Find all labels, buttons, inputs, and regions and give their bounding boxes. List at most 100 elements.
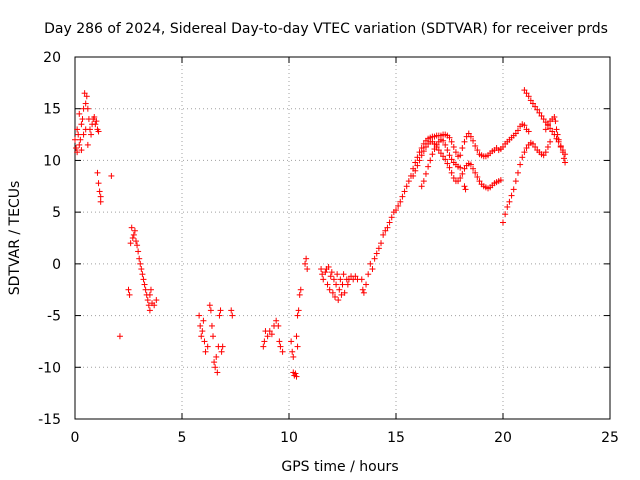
- data-point: [393, 207, 399, 214]
- data-point: [422, 170, 429, 177]
- data-point: [330, 276, 337, 283]
- data-point: [266, 328, 273, 335]
- data-point: [412, 159, 419, 166]
- data-point: [450, 143, 457, 150]
- data-point: [380, 231, 387, 238]
- data-point: [410, 172, 417, 179]
- data-point: [446, 164, 453, 171]
- data-point: [320, 276, 327, 283]
- data-point: [549, 128, 556, 135]
- data-point: [292, 370, 299, 377]
- data-point: [416, 149, 423, 156]
- data-point: [418, 145, 425, 152]
- data-point: [326, 286, 333, 293]
- data-point: [540, 152, 547, 159]
- data-point: [446, 152, 453, 159]
- data-point: [472, 142, 479, 149]
- data-point: [461, 165, 468, 172]
- data-point: [431, 146, 438, 153]
- data-point: [384, 224, 391, 231]
- data-point: [457, 175, 464, 182]
- data-point: [97, 198, 104, 205]
- data-point: [88, 131, 95, 138]
- data-point: [457, 164, 464, 171]
- data-point: [340, 271, 347, 278]
- data-point: [517, 161, 524, 168]
- data-point: [288, 338, 295, 345]
- data-series: [72, 87, 569, 380]
- data-point: [297, 286, 304, 293]
- data-point: [206, 302, 213, 309]
- y-tick-label: -10: [38, 360, 61, 376]
- data-point: [519, 154, 526, 161]
- x-tick-label: 20: [494, 430, 512, 446]
- data-point: [557, 143, 564, 150]
- data-point: [352, 273, 359, 280]
- data-point: [405, 178, 412, 185]
- data-point: [116, 333, 123, 340]
- data-point: [440, 137, 447, 144]
- data-point: [532, 103, 539, 110]
- data-point: [153, 297, 160, 304]
- data-point: [204, 343, 211, 350]
- data-point: [275, 322, 282, 329]
- x-axis: 0 5 10 15 20 25: [71, 57, 619, 446]
- data-point: [264, 333, 271, 340]
- x-axis-label: GPS time / hours: [281, 459, 398, 475]
- data-point: [551, 113, 558, 120]
- data-point: [134, 242, 141, 249]
- data-point: [514, 169, 521, 176]
- data-point: [553, 126, 560, 133]
- data-point: [95, 128, 102, 135]
- data-point: [130, 231, 137, 238]
- data-point: [97, 193, 104, 200]
- data-point: [142, 286, 149, 293]
- data-point: [521, 149, 528, 156]
- data-point: [80, 131, 87, 138]
- data-point: [450, 175, 457, 182]
- data-point: [457, 152, 464, 159]
- data-point: [542, 149, 549, 156]
- data-point: [261, 338, 268, 345]
- data-point: [399, 193, 406, 200]
- y-axis: -15 -10 -5 0 5 10 15 20: [38, 50, 610, 428]
- grid: [75, 57, 610, 419]
- data-point: [127, 240, 134, 247]
- data-point: [429, 151, 436, 158]
- data-point: [329, 289, 336, 296]
- data-point: [74, 126, 81, 133]
- data-point: [318, 266, 325, 273]
- data-point: [534, 106, 541, 113]
- data-point: [378, 240, 385, 247]
- data-point: [327, 273, 334, 280]
- data-point: [555, 136, 562, 143]
- data-point: [293, 333, 300, 340]
- data-point: [213, 353, 220, 360]
- data-point: [525, 128, 532, 135]
- data-point: [442, 141, 449, 148]
- data-point: [126, 291, 133, 298]
- data-point: [140, 276, 147, 283]
- data-point: [397, 198, 404, 205]
- data-point: [212, 364, 219, 371]
- data-point: [444, 160, 451, 167]
- data-point: [75, 131, 82, 138]
- data-point: [91, 113, 98, 120]
- data-point: [552, 118, 559, 125]
- data-point: [412, 167, 419, 174]
- data-point: [93, 118, 100, 125]
- data-point: [296, 291, 303, 298]
- data-point: [435, 147, 442, 154]
- data-point: [303, 255, 310, 262]
- data-point: [440, 153, 447, 160]
- data-point: [197, 322, 204, 329]
- data-point: [73, 145, 80, 152]
- x-tick-label: 10: [280, 430, 298, 446]
- data-point: [521, 122, 528, 129]
- data-point: [276, 338, 283, 345]
- data-point: [523, 90, 530, 97]
- data-point: [137, 260, 144, 267]
- data-point: [151, 302, 158, 309]
- data-point: [219, 343, 226, 350]
- data-point: [96, 188, 103, 195]
